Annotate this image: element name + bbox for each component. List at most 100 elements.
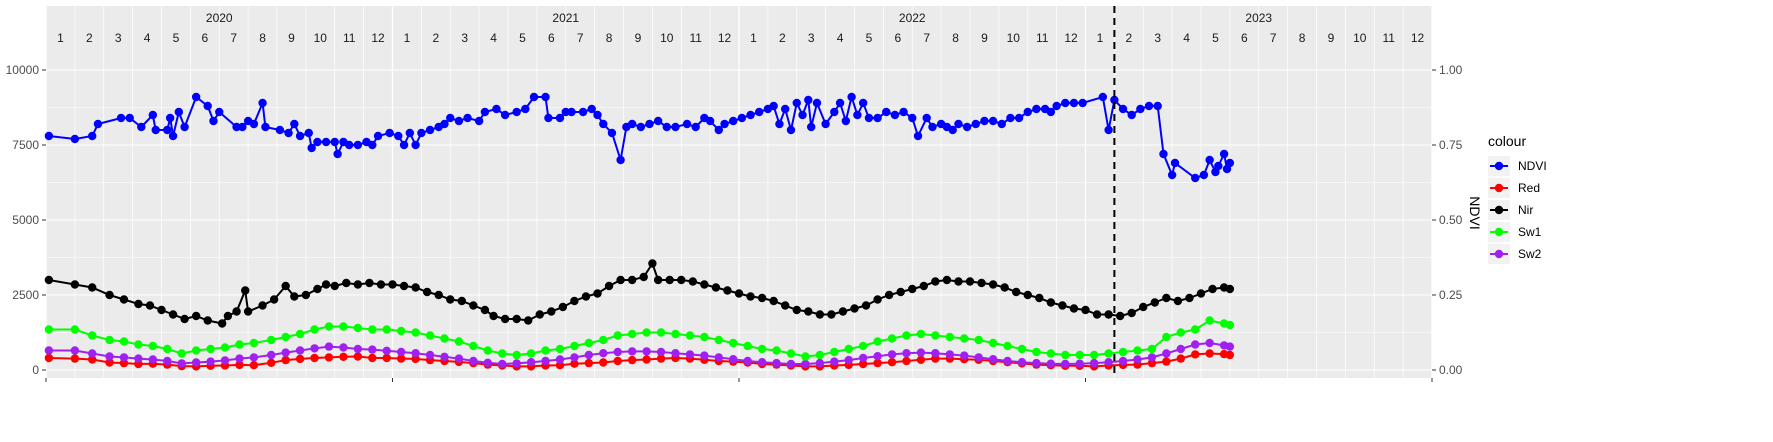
data-point-sw1 [191,346,201,355]
data-point-nir [1150,298,1160,307]
data-point-nir [157,305,166,315]
data-point-sw1 [382,325,391,334]
data-point-sw2 [44,346,54,355]
data-point-ndvi [295,131,305,141]
data-point-sw1 [757,344,767,354]
data-point-nir [1208,284,1217,294]
month-label: 9 [981,31,988,45]
data-point-sw2 [396,347,406,357]
data-point-sw1 [801,352,810,361]
data-point-nir [604,281,614,291]
data-point-ndvi [474,116,484,126]
data-point-ndvi [821,119,830,129]
data-point-ndvi [191,92,201,102]
legend-item-sw2: Sw2 [1488,244,1542,264]
right-tick-label: 0.00 [1439,363,1463,377]
data-point-sw1 [440,334,449,343]
data-point-sw1 [1089,350,1099,360]
data-point-nir [850,304,859,313]
month-label: 3 [115,31,122,45]
data-point-nir [411,283,420,292]
data-point-red [656,354,666,363]
data-point-ndvi [70,134,80,144]
data-point-sw1 [1003,341,1012,351]
month-label: 6 [201,31,208,45]
data-point-nir [321,280,331,289]
data-point-sw2 [526,358,536,367]
data-point-ndvi [88,131,97,141]
data-point-nir [734,289,744,298]
data-point-sw2 [1075,359,1084,368]
month-label: 8 [606,31,613,45]
data-point-ndvi [890,110,900,120]
data-point-nir [1023,290,1032,300]
data-point-ndvi [786,125,796,135]
data-point-ndvi [899,107,908,117]
month-label: 1 [1097,31,1104,45]
data-point-sw2 [191,358,201,367]
month-label: 12 [718,31,732,45]
month-label: 5 [519,31,526,45]
data-point-sw2 [177,359,186,368]
data-point-sw2 [267,350,276,360]
data-point-nir [168,310,178,319]
data-point-ndvi [125,113,134,123]
month-label: 4 [1183,31,1190,45]
data-point-ndvi [555,113,565,123]
data-point-red [70,354,80,363]
data-point-ndvi [1110,95,1119,105]
data-point-red [382,353,391,363]
data-point-sw2 [324,342,334,351]
data-point-ndvi [882,107,891,117]
data-point-ndvi [928,122,937,132]
year-label: 2020 [206,11,233,25]
data-point-sw2 [570,353,579,362]
data-point-nir [593,289,602,298]
data-point-sw2 [295,346,305,355]
data-point-red [570,359,579,368]
data-point-nir [1115,311,1125,321]
data-point-ndvi [908,113,917,123]
data-point-nir [434,290,443,300]
data-point-sw2 [163,356,172,366]
data-point-sw2 [974,353,983,362]
data-point-ndvi [913,131,923,141]
data-point-sw2 [1046,359,1056,368]
data-point-ndvi [954,119,963,129]
data-point-sw1 [570,341,579,351]
legend: colour NDVI Red Nir Sw1 Sw2 [1488,133,1547,264]
data-point-nir [88,283,97,292]
month-label: 11 [1036,31,1049,45]
data-point-nir [330,281,339,291]
data-point-sw2 [988,355,998,364]
legend-label: NDVI [1518,159,1547,173]
legend-key-point [1494,227,1504,237]
data-point-ndvi [812,98,822,108]
month-label: 7 [1270,31,1277,45]
series-sw1 [44,316,1235,361]
data-point-ndvi [567,107,576,117]
data-point-nir [861,301,871,310]
legend-label: Red [1518,181,1540,195]
data-point-ndvi [290,119,299,129]
data-point-sw1 [671,329,680,339]
data-point-sw2 [1205,338,1214,348]
data-point-red [88,355,97,364]
data-point-ndvi [1191,173,1200,183]
data-point-red [1162,357,1171,366]
month-label: 12 [371,31,385,45]
data-point-sw2 [729,355,738,364]
data-point-ndvi [1127,110,1136,120]
data-point-sw2 [469,356,478,366]
data-point-red [44,353,54,363]
data-point-red [324,353,334,362]
data-point-nir [353,280,363,289]
data-point-sw2 [743,356,752,366]
data-point-sw1 [1205,316,1214,325]
data-point-sw1 [642,328,651,337]
legend-key-point [1494,183,1504,193]
data-point-ndvi [1023,107,1032,117]
data-point-ndvi [529,92,539,102]
data-point-sw2 [425,350,435,360]
